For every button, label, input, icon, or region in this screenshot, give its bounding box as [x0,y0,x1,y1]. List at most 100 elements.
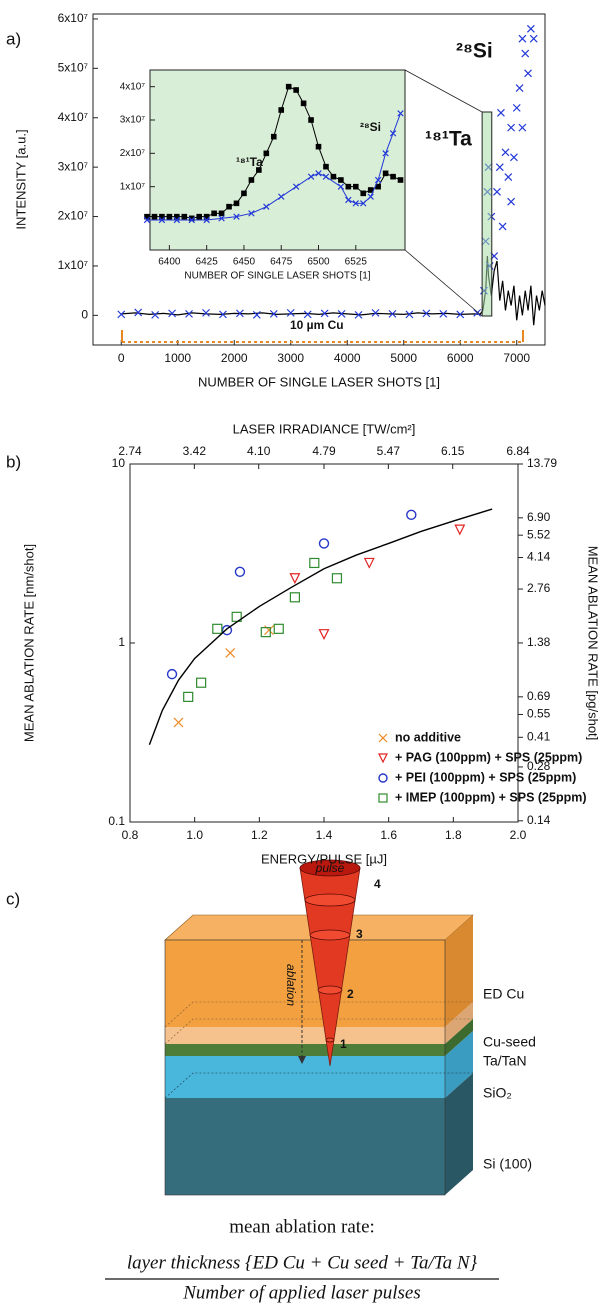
marker [352,200,360,207]
x-tick-label: 6525 [345,257,368,268]
plot-area [129,463,519,823]
marker [318,629,330,641]
marker [269,309,278,318]
marker [405,310,414,319]
marker [212,623,223,634]
x2-axis-title: LASER IRRADIANCE [TW/cm²] [233,421,416,436]
y-tick-label: 2x10⁷ [120,148,146,159]
x-tick-label: 6475 [270,257,293,268]
x2-tick-label: 4.79 [312,444,336,458]
y-tick-label: 4x10⁷ [58,110,88,124]
marker [173,717,184,728]
legend-marker [378,793,388,803]
y-tick-label: 2x10⁷ [58,209,88,223]
y2-tick-label: 0.28 [527,759,551,773]
marker [166,668,178,680]
x-tick-label: 2000 [221,351,248,365]
legend-label: + PAG (100ppm) + SPS (25ppm) [395,750,582,764]
marker [144,213,150,220]
marker [382,150,389,157]
marker [225,648,236,658]
legend-marker [378,733,388,743]
marker [371,308,380,317]
panel-label: b) [6,452,21,471]
marker [518,123,527,132]
pulse-number: 3 [356,927,363,941]
marker [309,557,320,569]
marker [219,310,227,319]
legend-label: + IMEP (100ppm) + SPS (25ppm) [395,790,587,804]
pulse-label: pulse [315,861,345,875]
pulse-number: 2 [347,987,354,1001]
layer-label: Ta/TaN [483,1053,527,1069]
marker [234,566,246,577]
formula-numerator: layer thickness {ED Cu + Cu seed + Ta/Ta… [127,1252,478,1273]
legend-label: no additive [395,730,461,744]
x-tick-label: 5000 [390,351,417,365]
series-line [148,508,493,746]
marker [248,210,255,217]
marker [151,213,158,220]
x-tick-label: 2.0 [510,828,527,842]
panel-label: c) [6,889,20,908]
x2-tick-label: 2.74 [118,444,142,458]
marker [292,183,300,190]
marker [233,213,240,220]
marker [278,107,285,113]
y2-tick-label: 0.69 [527,689,551,703]
marker [264,625,274,636]
marker [218,210,225,217]
marker [248,177,255,183]
marker [252,310,261,319]
marker [518,34,527,43]
marker [497,108,505,117]
y-axis-title: MEAN ABLATION RATE [nm/shot] [21,544,36,742]
marker [495,163,504,172]
y-tick-label: 1x10⁷ [120,181,146,192]
marker [278,193,285,200]
marker [273,623,284,634]
marker [289,592,300,603]
marker [143,216,151,224]
annotation: ²⁸Si [360,120,381,134]
layer-stack [164,914,474,1196]
y-tick-label: 10 [112,456,126,470]
y-tick-label: 4x10⁷ [120,81,146,92]
marker [221,624,233,636]
marker [203,213,210,220]
marker [166,213,173,220]
marker [521,49,530,58]
marker [303,310,312,319]
x-tick-label: 1.4 [316,828,333,842]
marker [318,538,330,549]
marker [510,153,518,162]
annotation: ¹⁸¹Ta [236,155,263,169]
marker [263,203,270,210]
marker [493,187,501,196]
marker [323,163,329,170]
marker [338,177,344,183]
x2-tick-label: 6.15 [441,444,465,458]
x2-tick-label: 3.42 [183,444,207,458]
layer-label: Cu-seed [483,1034,536,1050]
plot-area [149,69,406,251]
marker [168,309,177,318]
marker [181,213,188,220]
bracket [121,330,524,342]
marker [389,130,397,137]
y2-tick-label: 6.90 [527,510,551,524]
legend-marker [378,773,388,783]
y-tick-label: 1 [118,635,125,649]
y-tick-label: 1x10⁷ [58,258,88,272]
y2-tick-label: 2.76 [527,581,551,595]
marker [507,123,516,132]
x-tick-label: 1.8 [445,828,462,842]
legend-marker [378,753,388,764]
y-tick-label: 0.1 [108,814,125,828]
y-axis-title: INTENSITY [a.u.] [13,129,28,229]
marker [320,309,329,318]
marker [507,197,516,206]
marker [526,24,535,33]
layer-label: Si (100) [483,1156,532,1172]
y-tick-label: 6x10⁷ [58,11,88,25]
